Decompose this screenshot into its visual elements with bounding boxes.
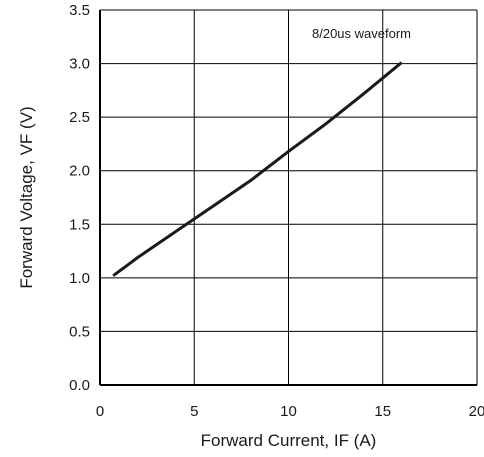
x-tick-label-4: 20 — [469, 403, 484, 420]
plot-frame — [99, 9, 478, 386]
y-tick-label-1: 0.5 — [69, 323, 90, 340]
y-tick-label-4: 2.0 — [69, 163, 90, 180]
y-tick-label-0: 0.0 — [69, 377, 90, 394]
x-axis-label: Forward Current, IF (A) — [201, 431, 377, 450]
y-tick-labels: 0.0 0.5 1.0 1.5 2.0 2.5 3.0 3.5 — [69, 2, 90, 394]
grid — [100, 10, 477, 385]
series-line-0 — [112, 61, 403, 277]
x-tick-label-3: 15 — [374, 403, 391, 420]
y-tick-label-3: 1.5 — [69, 216, 90, 233]
y-tick-label-6: 3.0 — [69, 56, 90, 73]
series-layer — [112, 61, 403, 277]
x-tick-label-2: 10 — [280, 403, 297, 420]
y-axis-label: Forward Voltage, VF (V) — [17, 106, 36, 288]
x-tick-labels: 0 5 10 15 20 — [96, 403, 484, 420]
y-tick-label-2: 1.0 — [69, 270, 90, 287]
x-tick-label-1: 5 — [190, 403, 198, 420]
y-tick-label-5: 2.5 — [69, 109, 90, 126]
waveform-annotation: 8/20us waveform — [312, 26, 411, 41]
x-tick-label-0: 0 — [96, 403, 104, 420]
y-tick-label-7: 3.5 — [69, 2, 90, 19]
